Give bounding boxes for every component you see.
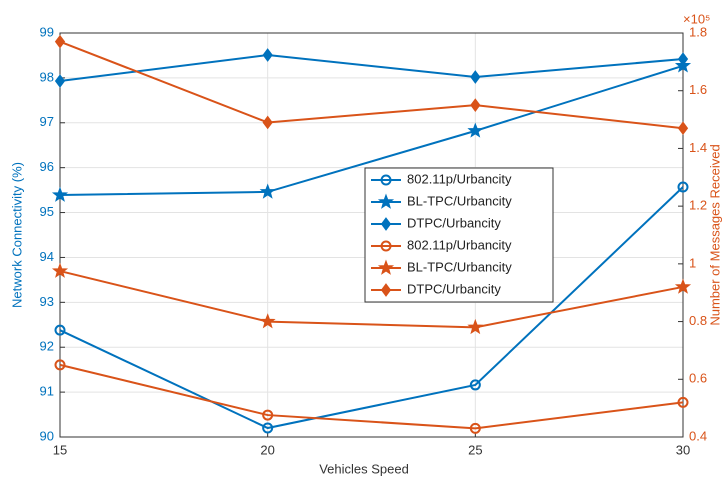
y2-multiplier: ×10⁵ <box>683 11 710 26</box>
marker <box>674 278 692 294</box>
legend-label: 802.11p/Urbancity <box>407 171 512 186</box>
y-tick-label: 97 <box>40 114 54 129</box>
marker <box>262 409 274 421</box>
legend: 802.11p/Urbancity BL-TPC/Urbancity DTPC/Ur… <box>364 167 554 303</box>
y2-tick-label: 1 <box>689 255 696 270</box>
legend-label: BL-TPC/Urbancity <box>407 193 512 208</box>
series-line <box>59 53 684 83</box>
y-tick-label: 95 <box>40 204 54 219</box>
y-tick-label: 91 <box>40 384 54 399</box>
marker <box>54 34 66 49</box>
marker <box>470 70 481 84</box>
marker <box>262 422 274 434</box>
x-tick-label: 15 <box>53 442 67 457</box>
marker <box>467 318 484 335</box>
marker <box>677 396 689 408</box>
legend-box <box>364 167 554 303</box>
marker <box>469 422 481 434</box>
y-tick-label: 93 <box>40 294 54 309</box>
marker <box>54 359 66 371</box>
y2-tick-label: 1.4 <box>689 140 707 155</box>
y-axis-label: Network Connectivity (%) <box>9 162 24 308</box>
y2-tick-label: 0.8 <box>689 313 707 328</box>
y-tick-label: 96 <box>40 159 54 174</box>
series-line <box>59 270 684 329</box>
marker <box>259 183 276 199</box>
series-line <box>59 40 684 130</box>
x-tick-label: 20 <box>260 442 274 457</box>
marker <box>262 115 273 130</box>
plot-area <box>59 32 684 438</box>
x-tick-label: 25 <box>468 442 482 457</box>
y2-tick-label: 1.8 <box>689 24 707 39</box>
marker <box>259 313 276 329</box>
marker <box>262 48 273 62</box>
marker <box>677 121 689 136</box>
legend-marker <box>380 217 392 231</box>
marker <box>467 122 484 138</box>
legend-marker <box>380 283 392 297</box>
legend-label: DTPC/Urbancity <box>407 281 501 296</box>
legend-label: DTPC/Urbancity <box>407 215 501 230</box>
marker <box>54 74 66 88</box>
x-tick-label: 30 <box>676 442 690 457</box>
legend-marker <box>380 174 392 186</box>
legend-label: BL-TPC/Urbancity <box>407 259 512 274</box>
y2-tick-label: 1.6 <box>689 82 707 97</box>
marker <box>470 98 481 112</box>
y2-tick-label: 0.6 <box>689 371 707 386</box>
x-axis-label: Vehicles Speed <box>319 461 409 476</box>
y-tick-label: 94 <box>40 249 54 264</box>
y2-tick-label: 1.2 <box>689 198 707 213</box>
y-tick-label: 98 <box>40 69 54 84</box>
series-line <box>59 64 684 197</box>
y2-tick-label: 0.4 <box>689 428 707 443</box>
marker <box>677 52 689 66</box>
marker <box>54 324 66 336</box>
y-tick-label: 99 <box>40 24 54 39</box>
series-line <box>59 186 684 430</box>
marker <box>469 379 481 391</box>
marker <box>51 262 69 278</box>
series-line <box>59 363 684 430</box>
y-tick-label: 90 <box>40 428 54 443</box>
legend-marker <box>380 240 392 252</box>
y-tick-label: 92 <box>40 339 54 354</box>
legend-marker <box>377 193 395 209</box>
marker <box>677 181 689 193</box>
marker <box>51 186 69 202</box>
y2-axis-label: Number of Messages Received <box>707 144 722 325</box>
legend-label: 802.11p/Urbancity <box>407 237 512 252</box>
legend-marker <box>377 259 395 275</box>
